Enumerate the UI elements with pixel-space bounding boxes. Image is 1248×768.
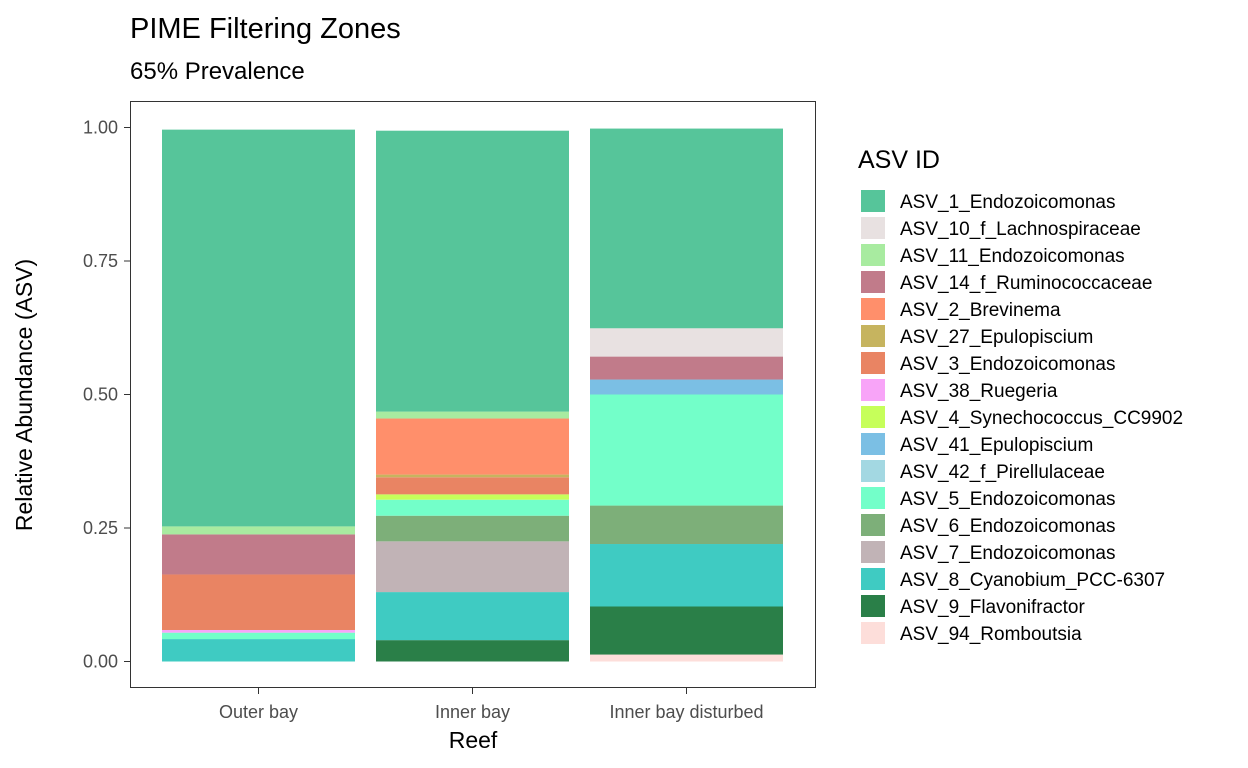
legend-label-asv-41-epulopiscium: ASV_41_Epulopiscium: [900, 435, 1093, 456]
bar-outer-bay-asv-38-ruegeria: [162, 629, 355, 633]
chart-subtitle: 65% Prevalence: [130, 58, 305, 85]
legend-swatch-asv-6-endozoicomonas: [861, 514, 885, 536]
bar-inner-bay-asv-9-flavonifractor: [376, 640, 569, 662]
bar-inner-bay-asv-1-endozoicomonas: [376, 130, 569, 412]
y-axis-title: Relative Abundance (ASV): [11, 259, 37, 531]
legend-swatch-asv-11-endozoicomonas: [861, 244, 885, 266]
bar-outer-bay-asv-5-endozoicomonas: [162, 632, 355, 640]
x-tick-label: Inner bay: [435, 702, 510, 722]
legend-swatch-asv-14-f-ruminococcaceae: [861, 271, 885, 293]
legend-swatch-asv-1-endozoicomonas: [861, 190, 885, 212]
bar-inner-bay-disturbed-asv-41-epulopiscium: [590, 379, 783, 395]
legend-label-asv-9-flavonifractor: ASV_9_Flavonifractor: [900, 597, 1085, 618]
legend-swatch-asv-2-brevinema: [861, 298, 885, 320]
legend-label-asv-6-endozoicomonas: ASV_6_Endozoicomonas: [900, 516, 1115, 537]
bar-inner-bay-asv-2-brevinema: [376, 418, 569, 475]
bar-outer-bay-asv-1-endozoicomonas: [162, 129, 355, 527]
bar-inner-bay-disturbed-asv-8-cyanobium-pcc-6307: [590, 544, 783, 607]
bar-inner-bay-disturbed-asv-6-endozoicomonas: [590, 505, 783, 545]
y-tick-label: 0.75: [83, 251, 118, 271]
bar-outer-bay-asv-11-endozoicomonas: [162, 526, 355, 535]
y-tick-label: 0.00: [83, 652, 118, 672]
bar-inner-bay-asv-11-endozoicomonas: [376, 411, 569, 419]
legend-label-asv-14-f-ruminococcaceae: ASV_14_f_Ruminococcaceae: [900, 273, 1152, 294]
legend-swatch-asv-41-epulopiscium: [861, 433, 885, 455]
bar-inner-bay-asv-6-endozoicomonas: [376, 515, 569, 542]
legend-swatch-asv-7-endozoicomonas: [861, 541, 885, 563]
y-tick-label: 0.50: [83, 385, 118, 405]
legend-label-asv-42-f-pirellulaceae: ASV_42_f_Pirellulaceae: [900, 462, 1105, 483]
legend-label-asv-38-ruegeria: ASV_38_Ruegeria: [900, 381, 1058, 402]
legend-swatch-asv-8-cyanobium-pcc-6307: [861, 568, 885, 590]
bar-inner-bay-asv-3-endozoicomonas: [376, 477, 569, 495]
bar-outer-bay-asv-3-endozoicomonas: [162, 574, 355, 630]
bar-inner-bay-disturbed-asv-5-endozoicomonas: [590, 394, 783, 506]
x-axis: Outer bay Inner bay Inner bay disturbed: [219, 687, 764, 722]
bars: [162, 128, 783, 662]
bar-inner-bay-asv-8-cyanobium-pcc-6307: [376, 592, 569, 641]
legend-label-asv-10-f-lachnospiraceae: ASV_10_f_Lachnospiraceae: [900, 219, 1141, 240]
bar-inner-bay-disturbed-asv-1-endozoicomonas: [590, 128, 783, 329]
legend-label-asv-11-endozoicomonas: ASV_11_Endozoicomonas: [900, 246, 1125, 267]
y-axis: 0.00 0.25 0.50 0.75 1.00: [83, 118, 131, 672]
legend-label-asv-1-endozoicomonas: ASV_1_Endozoicomonas: [900, 192, 1115, 213]
legend-swatch-asv-94-romboutsia: [861, 622, 885, 644]
bar-inner-bay-disturbed-asv-94-romboutsia: [590, 654, 783, 662]
legend-swatch-asv-3-endozoicomonas: [861, 352, 885, 374]
bar-outer-bay-asv-8-cyanobium-pcc-6307: [162, 639, 355, 662]
legend-label-asv-94-romboutsia: ASV_94_Romboutsia: [900, 624, 1082, 645]
x-tick-label: Inner bay disturbed: [609, 702, 763, 722]
legend-label-asv-7-endozoicomonas: ASV_7_Endozoicomonas: [900, 543, 1115, 564]
bar-inner-bay-disturbed-asv-9-flavonifractor: [590, 606, 783, 655]
bar-inner-bay-asv-27-epulopiscium: [376, 474, 569, 478]
legend-swatch-asv-38-ruegeria: [861, 379, 885, 401]
legend-swatch-asv-27-epulopiscium: [861, 325, 885, 347]
legend-swatch-asv-10-f-lachnospiraceae: [861, 217, 885, 239]
bar-outer-bay-asv-14-f-ruminococcaceae: [162, 534, 355, 575]
legend-swatch-asv-5-endozoicomonas: [861, 487, 885, 509]
chart-title: PIME Filtering Zones: [130, 13, 401, 45]
bar-inner-bay-asv-7-endozoicomonas: [376, 541, 569, 593]
legend-label-asv-5-endozoicomonas: ASV_5_Endozoicomonas: [900, 489, 1115, 510]
legend-title: ASV ID: [858, 146, 940, 174]
bar-inner-bay-disturbed-asv-10-f-lachnospiraceae: [590, 328, 783, 357]
legend-swatch-asv-42-f-pirellulaceae: [861, 460, 885, 482]
x-tick-label: Outer bay: [219, 702, 298, 722]
y-tick-label: 0.25: [83, 518, 118, 538]
bar-inner-bay-disturbed-asv-14-f-ruminococcaceae: [590, 356, 783, 380]
bar-inner-bay-asv-4-synechococcus-cc9902: [376, 494, 569, 500]
x-axis-title: Reef: [449, 727, 498, 753]
legend-swatch-asv-9-flavonifractor: [861, 595, 885, 617]
legend: ASV ID ASV_1_Endozoicomonas ASV_10_f_Lach…: [858, 146, 1183, 645]
legend-label-asv-3-endozoicomonas: ASV_3_Endozoicomonas: [900, 354, 1115, 375]
legend-label-asv-27-epulopiscium: ASV_27_Epulopiscium: [900, 327, 1093, 348]
legend-swatch-asv-4-synechococcus-cc9902: [861, 406, 885, 428]
bar-inner-bay-asv-5-endozoicomonas: [376, 499, 569, 516]
y-tick-label: 1.00: [83, 118, 118, 138]
legend-label-asv-8-cyanobium-pcc-6307: ASV_8_Cyanobium_PCC-6307: [900, 570, 1165, 591]
legend-label-asv-2-brevinema: ASV_2_Brevinema: [900, 300, 1061, 321]
legend-label-asv-4-synechococcus-cc9902: ASV_4_Synechococcus_CC9902: [900, 408, 1183, 429]
